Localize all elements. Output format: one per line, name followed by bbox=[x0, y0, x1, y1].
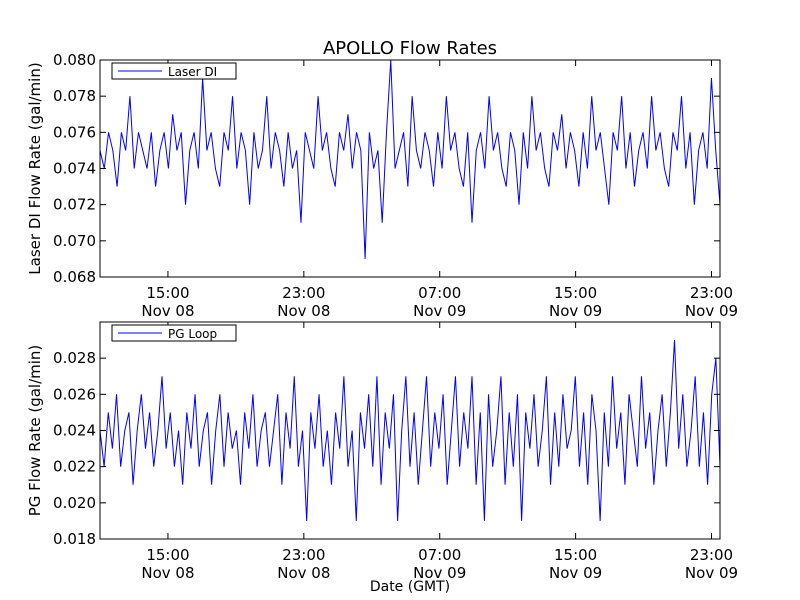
y-tick-label: 0.070 bbox=[53, 232, 96, 250]
chart-title: APOLLO Flow Rates bbox=[323, 38, 497, 59]
x-tick-label-time: 07:00 bbox=[418, 546, 461, 564]
chart-panels: 0.068 0.070 0.072 0.074 0.076 0.078 0.080 15:00… bbox=[26, 51, 738, 582]
y-tick-label: 0.074 bbox=[53, 160, 96, 178]
x-tick-label-date: Nov 09 bbox=[549, 564, 602, 582]
x-tick-label-time: 15:00 bbox=[554, 546, 597, 564]
series-line-laser-di bbox=[100, 60, 720, 259]
x-tick-label-time: 23:00 bbox=[282, 546, 325, 564]
x-tick-label-time: 23:00 bbox=[690, 284, 733, 302]
y-tick-label: 0.020 bbox=[53, 494, 96, 512]
x-tick-label-time: 15:00 bbox=[146, 546, 189, 564]
x-tick-label-date: Nov 08 bbox=[277, 302, 330, 320]
y-tick-label: 0.022 bbox=[53, 458, 96, 476]
legend: Laser DI bbox=[111, 62, 237, 80]
x-tick-label-date: Nov 08 bbox=[141, 302, 194, 320]
x-tick-label-time: 15:00 bbox=[554, 284, 597, 302]
y-tick-label: 0.018 bbox=[53, 530, 96, 548]
x-tick-label-time: 15:00 bbox=[146, 284, 189, 302]
legend-box bbox=[111, 62, 237, 80]
legend-box bbox=[111, 324, 237, 342]
y-tick-label: 0.076 bbox=[53, 123, 96, 141]
x-tick-label-time: 23:00 bbox=[690, 546, 733, 564]
y-tick-label: 0.080 bbox=[53, 51, 96, 69]
y-tick-label: 0.026 bbox=[53, 385, 96, 403]
y-tick-label: 0.028 bbox=[53, 349, 96, 367]
y-tick-label: 0.024 bbox=[53, 422, 96, 440]
y-axis-title: PG Flow Rate (gal/min) bbox=[26, 345, 44, 517]
legend-label: Laser DI bbox=[168, 65, 217, 79]
y-tick-label: 0.068 bbox=[53, 268, 96, 286]
x-tick-label-time: 23:00 bbox=[282, 284, 325, 302]
x-tick-label-date: Nov 08 bbox=[141, 564, 194, 582]
x-tick-label-date: Nov 09 bbox=[549, 302, 602, 320]
x-tick-label-date: Nov 08 bbox=[277, 564, 330, 582]
x-tick-label-date: Nov 09 bbox=[685, 564, 738, 582]
legend-label: PG Loop bbox=[168, 327, 217, 341]
x-tick-label-date: Nov 09 bbox=[413, 564, 466, 582]
chart-panel-1: 0.068 0.070 0.072 0.074 0.076 0.078 0.080 15:00… bbox=[26, 51, 738, 320]
series-line-pg-loop bbox=[100, 340, 720, 521]
x-tick-label-date: Nov 09 bbox=[685, 302, 738, 320]
x-axis-title: Date (GMT) bbox=[370, 579, 450, 595]
y-tick-label: 0.072 bbox=[53, 196, 96, 214]
x-tick-label-time: 07:00 bbox=[418, 284, 461, 302]
x-tick-label-date: Nov 09 bbox=[413, 302, 466, 320]
legend: PG Loop bbox=[111, 324, 237, 342]
y-axis-title: Laser DI Flow Rate (gal/min) bbox=[26, 62, 44, 274]
y-tick-label: 0.078 bbox=[53, 87, 96, 105]
